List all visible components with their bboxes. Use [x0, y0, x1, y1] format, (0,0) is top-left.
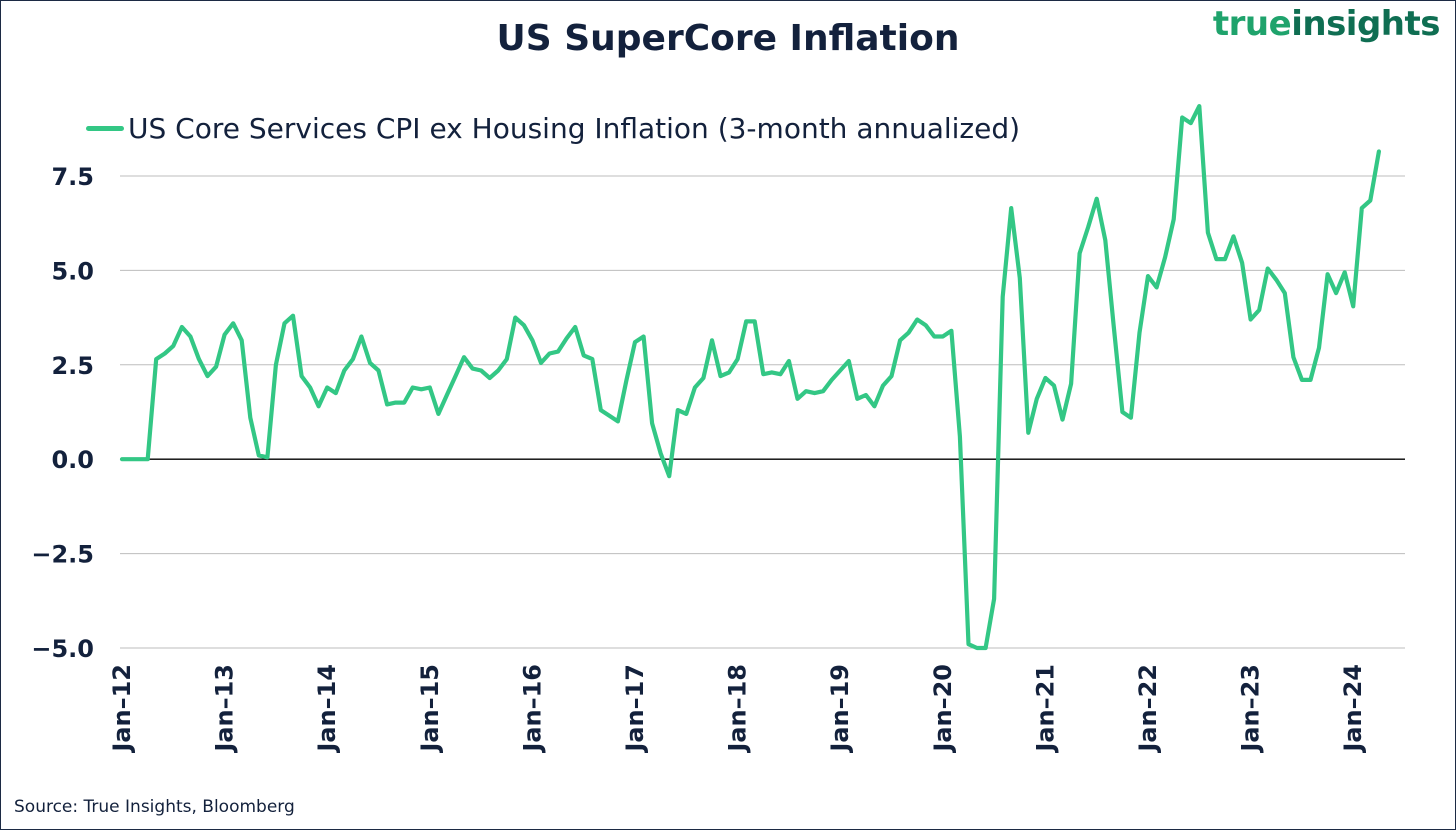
y-tick-label: 7.5	[51, 163, 94, 191]
x-tick-label: Jan–12	[108, 664, 136, 754]
chart-legend: US Core Services CPI ex Housing Inflatio…	[86, 111, 1021, 145]
x-tick-label: Jan–19	[826, 664, 854, 754]
logo-word-insights: insights	[1291, 4, 1440, 44]
x-tick-label: Jan–24	[1339, 664, 1367, 754]
x-tick-label: Jan–21	[1031, 664, 1059, 754]
source-note: Source: True Insights, Bloomberg	[14, 797, 295, 817]
x-tick-label: Jan–17	[621, 664, 649, 754]
series-line	[119, 104, 1381, 651]
x-tick-label: Jan–20	[929, 664, 957, 754]
y-tick-label: −2.5	[31, 541, 94, 569]
x-tick-label: Jan–15	[416, 664, 444, 754]
y-tick-label: 5.0	[51, 257, 94, 285]
gridlines	[120, 175, 1405, 649]
brand-logo: trueinsights	[1212, 4, 1441, 44]
x-tick-label: Jan–14	[313, 664, 341, 754]
y-axis-ticks: −5.0 −2.5 0.0 2.5 5.0 7.5	[31, 163, 94, 663]
x-tick-label: Jan–18	[724, 664, 752, 754]
y-tick-label: 0.0	[51, 446, 94, 474]
x-tick-label: Jan–23	[1237, 664, 1265, 754]
chart-title: US SuperCore Inflation	[496, 18, 960, 59]
legend-label: US Core Services CPI ex Housing Inflatio…	[128, 111, 1021, 145]
y-tick-label: −5.0	[31, 635, 94, 663]
x-axis-ticks: Jan–12 Jan–13 Jan–14 Jan–15 Jan–16 Jan–17 Jan–…	[108, 664, 1367, 754]
legend-swatch	[86, 125, 124, 131]
series-layer	[119, 104, 1381, 651]
x-tick-label: Jan–16	[518, 664, 546, 754]
x-tick-label: Jan–13	[211, 664, 239, 754]
y-tick-label: 2.5	[51, 352, 94, 380]
x-tick-label: Jan–22	[1134, 664, 1162, 754]
logo-word-true: true	[1212, 4, 1292, 44]
